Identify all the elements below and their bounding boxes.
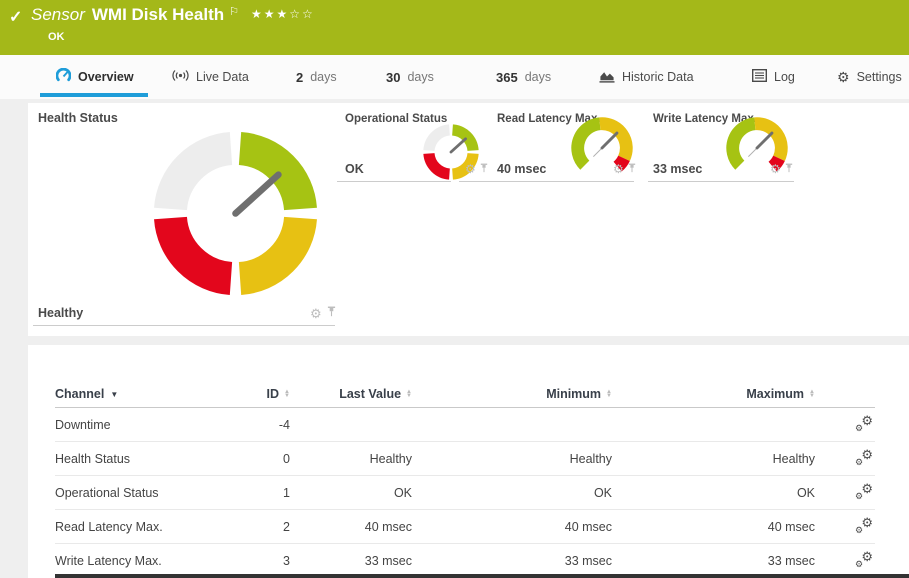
column-header-channel[interactable]: Channel ▼ <box>55 387 119 401</box>
table-header-row: Channel ▼ ID ▲ ▼ Last Value ▲ ▼ Minimum ▲ ▼ Max… <box>55 381 875 408</box>
tab-overview[interactable]: Overview <box>40 55 148 99</box>
pin-icon[interactable] <box>327 304 336 322</box>
gauge-value-label: 33 msec <box>653 162 703 176</box>
channel-minimum: 40 msec <box>564 519 612 534</box>
sort-arrows-icon: ▲ ▼ <box>809 388 815 399</box>
tab-historic-data[interactable]: Historic Data <box>599 55 694 99</box>
pin-icon[interactable] <box>785 160 793 178</box>
column-header-minimum[interactable]: Minimum ▲ ▼ <box>546 387 612 401</box>
area-chart-icon <box>599 69 615 86</box>
status-ok-check-icon: ✓ <box>9 9 23 26</box>
bottom-dark-bar <box>55 574 909 578</box>
live-broadcast-icon <box>172 69 189 85</box>
channel-maximum: Healthy <box>772 451 815 466</box>
channel-settings-icon[interactable]: ⚙ ⚙ <box>855 413 873 433</box>
channel-minimum: OK <box>593 485 612 500</box>
tab-365-days[interactable]: 365 days <box>496 69 552 85</box>
gauge-settings-gear-icon[interactable]: ⚙ <box>770 162 781 176</box>
pin-icon[interactable] <box>480 160 488 178</box>
sort-arrows-icon: ▲ ▼ <box>406 388 412 399</box>
table-row[interactable]: Health Status 0 Healthy Healthy Healthy … <box>55 442 875 476</box>
channel-id: 0 <box>283 451 290 466</box>
health-status-gauge <box>153 131 318 301</box>
gauge-value-label: Healthy <box>38 306 84 320</box>
channel-maximum: 40 msec <box>767 519 815 534</box>
sort-caret-icon: ▼ <box>110 389 119 399</box>
channel-id: 3 <box>283 553 290 568</box>
tab-label: Live Data <box>196 70 249 84</box>
channel-table: Channel ▼ ID ▲ ▼ Last Value ▲ ▼ Minimum ▲ ▼ Max… <box>55 381 875 578</box>
tab-label: Historic Data <box>622 70 694 84</box>
tab-live-data[interactable]: Live Data <box>172 55 249 99</box>
gauge-icon <box>55 67 72 86</box>
page-title: WMI Disk Health <box>91 5 225 24</box>
channels-card: Channel ▼ ID ▲ ▼ Last Value ▲ ▼ Minimum ▲ ▼ Max… <box>28 345 909 578</box>
channel-id: 2 <box>283 519 290 534</box>
operational-status-gauge <box>423 124 479 185</box>
channel-last-value: 40 msec <box>364 519 412 534</box>
channel-settings-icon[interactable]: ⚙ ⚙ <box>855 515 873 535</box>
channel-id: -4 <box>278 417 290 432</box>
table-row[interactable]: Write Latency Max. 3 33 msec 33 msec 33 … <box>55 544 875 578</box>
sensor-kind-label: Sensor <box>31 5 85 24</box>
table-row[interactable]: Read Latency Max. 2 40 msec 40 msec 40 m… <box>55 510 875 544</box>
gauge-value-label: OK <box>345 162 364 176</box>
priority-stars[interactable]: ★★★☆☆ <box>251 7 315 21</box>
column-header-maximum[interactable]: Maximum ▲ ▼ <box>746 387 815 401</box>
channel-last-value: Healthy <box>369 451 412 466</box>
sort-arrows-icon: ▲ ▼ <box>606 388 612 399</box>
channel-name[interactable]: Write Latency Max. <box>55 553 162 568</box>
table-row[interactable]: Operational Status 1 OK OK OK ⚙ ⚙ <box>55 476 875 510</box>
panel-title: Health Status <box>38 111 118 125</box>
panel-title: Write Latency Max. <box>653 113 757 125</box>
gauge-settings-gear-icon[interactable]: ⚙ <box>310 305 322 321</box>
sort-arrows-icon: ▲ ▼ <box>284 388 290 399</box>
channel-name[interactable]: Operational Status <box>55 485 159 500</box>
gauge-settings-gear-icon[interactable]: ⚙ <box>613 162 624 176</box>
channel-name[interactable]: Downtime <box>55 417 111 432</box>
table-row[interactable]: Downtime -4 ⚙ ⚙ <box>55 408 875 442</box>
pin-icon[interactable] <box>628 160 636 178</box>
channel-settings-icon[interactable]: ⚙ ⚙ <box>855 481 873 501</box>
health-status-panel: Health Status Healthy ⚙ <box>28 103 363 336</box>
panel-title: Operational Status <box>345 113 448 125</box>
page-content: Health Status Healthy ⚙ Operational Stat… <box>0 99 909 578</box>
tab-settings[interactable]: ⚙ Settings <box>837 55 902 99</box>
status-badge: OK <box>48 31 65 43</box>
channel-maximum: OK <box>796 485 815 500</box>
channel-last-value: OK <box>393 485 412 500</box>
channel-name[interactable]: Read Latency Max. <box>55 519 163 534</box>
tab-30-days[interactable]: 30 days <box>386 69 434 85</box>
gauge-value-label: 40 msec <box>497 162 547 176</box>
tab-label: Overview <box>78 70 134 84</box>
gauges-card: Health Status Healthy ⚙ Operational Stat… <box>28 103 909 336</box>
read-latency-panel: Read Latency Max. 40 msec ⚙ <box>459 108 636 185</box>
panel-title: Read Latency Max. <box>497 113 601 125</box>
priority-flag-icon[interactable]: ⚐ <box>229 6 239 18</box>
sensor-header: ✓ Sensor WMI Disk Health ⚐ ★★★☆☆ OK <box>0 0 909 55</box>
channel-maximum: 33 msec <box>767 553 815 568</box>
channel-minimum: Healthy <box>569 451 612 466</box>
gauge-settings-gear-icon[interactable]: ⚙ <box>465 162 476 176</box>
tab-bar: Overview Live Data 2 days 30 days 365 da… <box>0 55 909 99</box>
column-header-last-value[interactable]: Last Value ▲ ▼ <box>339 387 412 401</box>
tab-label: Settings <box>856 70 902 84</box>
operational-status-panel: Operational Status OK ⚙ <box>337 108 487 182</box>
channel-last-value: 33 msec <box>364 553 412 568</box>
write-latency-panel: Write Latency Max. 33 msec ⚙ <box>648 108 794 182</box>
channel-settings-icon[interactable]: ⚙ ⚙ <box>855 549 873 569</box>
channel-id: 1 <box>283 485 290 500</box>
divider <box>33 325 335 326</box>
channel-minimum: 33 msec <box>564 553 612 568</box>
tab-log[interactable]: Log <box>751 55 795 99</box>
read-latency-gauge <box>570 116 634 185</box>
gear-icon: ⚙ <box>837 69 850 85</box>
tab-2-days[interactable]: 2 days <box>296 69 337 85</box>
log-list-icon <box>751 68 768 85</box>
column-header-id[interactable]: ID ▲ ▼ <box>266 387 290 401</box>
write-latency-gauge <box>725 116 789 185</box>
tab-label: Log <box>774 70 795 84</box>
channel-settings-icon[interactable]: ⚙ ⚙ <box>855 447 873 467</box>
channel-name[interactable]: Health Status <box>55 451 131 466</box>
